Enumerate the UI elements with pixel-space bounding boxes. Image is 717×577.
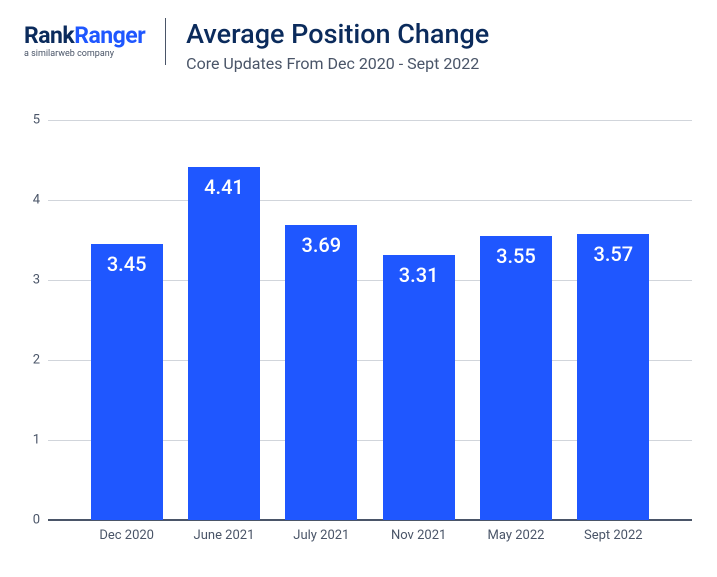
- y-tick-label: 0: [33, 513, 40, 528]
- logo-main: RankRanger: [24, 24, 145, 47]
- y-tick-label: 3: [33, 273, 40, 288]
- bar-slot: 3.57: [565, 120, 662, 520]
- x-tick-label: May 2022: [467, 528, 564, 543]
- bar: 3.57: [577, 234, 649, 520]
- chart-area: 012345 3.454.413.693.313.553.57 Dec 2020…: [20, 120, 692, 520]
- bar: 3.69: [285, 225, 357, 520]
- bar: 3.31: [383, 255, 455, 520]
- bar-slot: 4.41: [175, 120, 272, 520]
- logo-subtext: a similarweb company: [24, 49, 145, 59]
- bar: 4.41: [188, 167, 260, 520]
- bar-value-label: 3.55: [480, 244, 552, 268]
- header: RankRanger a similarweb company Average …: [0, 0, 717, 73]
- bar-value-label: 3.45: [91, 252, 163, 276]
- bar-slot: 3.45: [78, 120, 175, 520]
- chart-container: RankRanger a similarweb company Average …: [0, 0, 717, 577]
- y-axis: 012345: [20, 120, 48, 520]
- chart-title: Average Position Change: [186, 20, 489, 50]
- logo-text-ranger: Ranger: [74, 22, 145, 49]
- x-axis: Dec 2020June 2021July 2021Nov 2021May 20…: [48, 528, 692, 543]
- y-tick-label: 2: [33, 353, 40, 368]
- logo-text-rank: Rank: [24, 22, 74, 49]
- y-tick-label: 4: [33, 193, 40, 208]
- x-tick-label: Dec 2020: [78, 528, 175, 543]
- x-tick-label: July 2021: [273, 528, 370, 543]
- chart-subtitle: Core Updates From Dec 2020 - Sept 2022: [186, 54, 489, 73]
- bar-slot: 3.31: [370, 120, 467, 520]
- title-block: Average Position Change Core Updates Fro…: [186, 18, 489, 73]
- y-tick-label: 5: [33, 113, 40, 128]
- x-tick-label: Sept 2022: [565, 528, 662, 543]
- bar: 3.55: [480, 236, 552, 520]
- bar-value-label: 3.57: [577, 242, 649, 266]
- bar-value-label: 3.69: [285, 233, 357, 257]
- bar-value-label: 3.31: [383, 263, 455, 287]
- bar: 3.45: [91, 244, 163, 520]
- bars-group: 3.45 4.41 3.69 3.31 3.55 3.57: [48, 120, 692, 520]
- bar-slot: 3.55: [467, 120, 564, 520]
- x-tick-label: Nov 2021: [370, 528, 467, 543]
- bar-value-label: 4.41: [188, 175, 260, 199]
- logo: RankRanger a similarweb company: [24, 18, 166, 65]
- bar-slot: 3.69: [273, 120, 370, 520]
- x-tick-label: June 2021: [175, 528, 272, 543]
- y-tick-label: 1: [33, 433, 40, 448]
